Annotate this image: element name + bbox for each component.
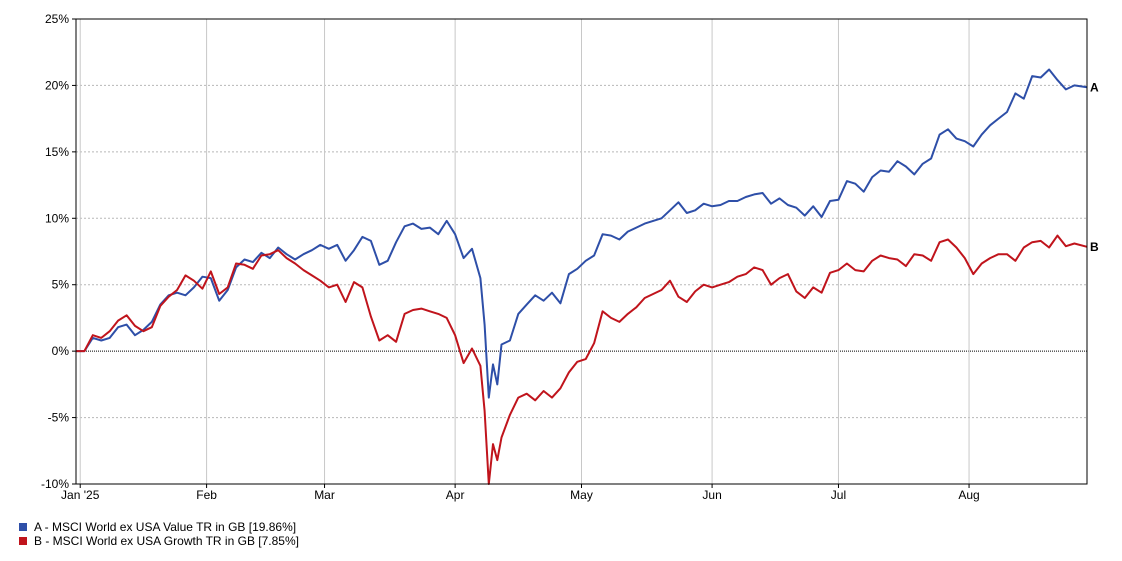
y-tick-label: 10% (45, 211, 69, 225)
legend-label-a: A - MSCI World ex USA Value TR in GB [19… (34, 520, 297, 534)
y-tick-label: -10% (41, 477, 69, 491)
series-line-a (76, 68, 1088, 399)
legend-item-a: A - MSCI World ex USA Value TR in GB [19… (19, 520, 299, 534)
x-tick-label: Jan '25 (61, 488, 100, 502)
x-tick-label: May (570, 488, 593, 502)
series-end-label-b: B (1090, 240, 1099, 254)
y-tick-label: 25% (45, 12, 69, 26)
legend-swatch-b (19, 537, 27, 545)
x-tick-label: Apr (446, 488, 465, 502)
gridlines (76, 19, 1087, 484)
y-tick-label: 0% (52, 344, 70, 358)
series-lines: AB (76, 68, 1099, 485)
x-tick-label: Mar (314, 488, 335, 502)
line-chart: 25% 20% 15% 10% 5% 0% -5% -10% Jan '25 Feb Mar Apr… (41, 12, 1099, 502)
y-axis-ticks: 25% 20% 15% 10% 5% 0% -5% -10% (41, 12, 76, 491)
x-tick-label: Jun (702, 488, 721, 502)
series-end-label-a: A (1090, 80, 1099, 94)
y-tick-label: 15% (45, 145, 69, 159)
x-tick-label: Jul (831, 488, 846, 502)
legend-label-b: B - MSCI World ex USA Growth TR in GB [7… (34, 534, 299, 548)
legend-swatch-a (19, 523, 27, 531)
x-tick-label: Feb (196, 488, 217, 502)
x-tick-label: Aug (958, 488, 979, 502)
x-axis-ticks: Jan '25 Feb Mar Apr May Jun Jul Aug (61, 484, 980, 502)
plot-frame (75, 18, 1088, 485)
y-tick-label: -5% (48, 411, 70, 425)
legend: A - MSCI World ex USA Value TR in GB [19… (19, 520, 299, 548)
series-line-b (76, 234, 1088, 485)
y-tick-label: 5% (52, 278, 70, 292)
legend-item-b: B - MSCI World ex USA Growth TR in GB [7… (19, 534, 299, 548)
y-tick-label: 20% (45, 78, 69, 92)
